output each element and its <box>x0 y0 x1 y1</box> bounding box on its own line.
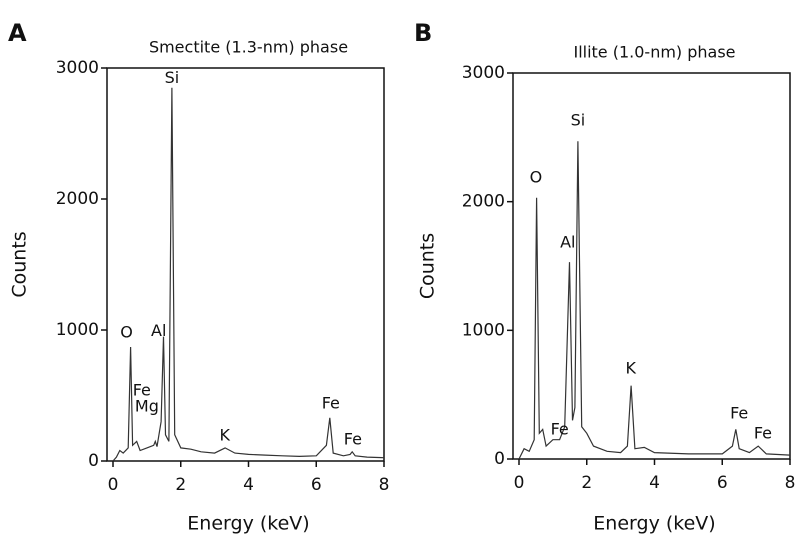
y-tick-label: 0 <box>494 449 505 469</box>
y-axis-label: Counts <box>9 231 31 297</box>
y-tick-label: 0 <box>88 451 99 471</box>
y-tick-label: 3000 <box>462 63 505 83</box>
x-tick-label: 6 <box>717 473 728 493</box>
x-tick-label: 8 <box>785 473 796 493</box>
peak-label: Fe <box>754 424 772 443</box>
peak-label: Si <box>165 68 180 87</box>
peak-label: Fe <box>322 394 340 413</box>
peak-label: Fe <box>344 430 362 449</box>
spectrum-line <box>518 141 791 460</box>
y-tick-label: 2000 <box>462 192 505 212</box>
peak-label: K <box>626 358 637 377</box>
plot-frame <box>106 67 385 462</box>
x-tick-label: 8 <box>379 475 390 495</box>
y-tick-label: 3000 <box>56 58 99 78</box>
peak-label: Al <box>151 321 166 340</box>
y-axis-label: Counts <box>417 233 439 299</box>
y-tick-label: 2000 <box>56 189 99 209</box>
panel-letter: A <box>8 19 27 47</box>
x-axis-label: Energy (keV) <box>187 513 309 535</box>
x-tick-label: 6 <box>311 475 322 495</box>
peak-label: Al <box>560 233 575 252</box>
x-tick-label: 4 <box>649 473 660 493</box>
x-tick-label: 4 <box>243 475 254 495</box>
peak-label: K <box>220 425 231 444</box>
chart-title: Illite (1.0-nm) phase <box>573 43 735 62</box>
chart-title: Smectite (1.3-nm) phase <box>149 38 348 57</box>
x-axis-label: Energy (keV) <box>593 513 715 535</box>
x-tick-label: 2 <box>175 475 186 495</box>
plot-frame <box>512 72 791 460</box>
peak-label: O <box>530 168 543 187</box>
x-tick-label: 2 <box>581 473 592 493</box>
spectrum-line <box>112 87 385 462</box>
x-tick-label: 0 <box>514 473 525 493</box>
peak-label: Mg <box>135 397 159 416</box>
panel-letter: B <box>414 19 432 47</box>
y-tick-label: 1000 <box>56 320 99 340</box>
peak-label: Fe <box>133 381 151 400</box>
y-tick-label: 1000 <box>462 320 505 340</box>
peak-label: Fe <box>730 403 748 422</box>
peak-label: Si <box>571 111 586 130</box>
peak-label: Fe <box>551 420 569 439</box>
x-tick-label: 0 <box>108 475 119 495</box>
peak-label: O <box>120 323 133 342</box>
